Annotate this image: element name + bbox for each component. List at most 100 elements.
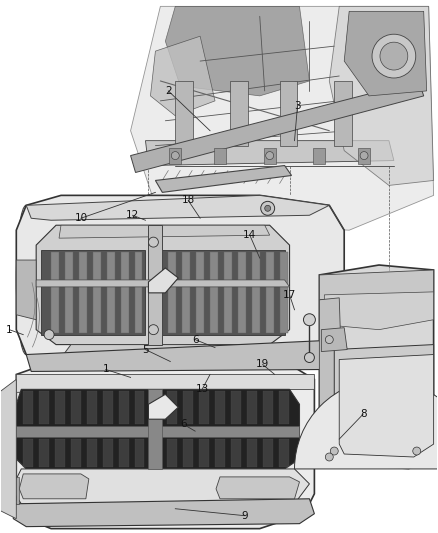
Polygon shape	[279, 81, 297, 146]
Polygon shape	[16, 477, 19, 504]
Polygon shape	[19, 474, 89, 499]
Polygon shape	[16, 260, 36, 320]
Circle shape	[304, 352, 314, 362]
Polygon shape	[167, 439, 177, 467]
Circle shape	[148, 237, 159, 247]
Polygon shape	[168, 252, 176, 333]
Polygon shape	[182, 252, 190, 333]
Polygon shape	[175, 81, 193, 146]
Text: 3: 3	[294, 101, 301, 111]
Text: 17: 17	[283, 290, 296, 300]
Polygon shape	[216, 477, 300, 499]
Polygon shape	[230, 81, 248, 146]
Polygon shape	[150, 36, 215, 116]
Polygon shape	[215, 391, 225, 424]
Circle shape	[148, 325, 159, 335]
Polygon shape	[231, 439, 241, 467]
Polygon shape	[65, 252, 73, 333]
Polygon shape	[36, 225, 290, 345]
Polygon shape	[23, 439, 33, 467]
Polygon shape	[264, 148, 276, 164]
Polygon shape	[329, 6, 434, 185]
Circle shape	[330, 447, 338, 455]
Circle shape	[360, 151, 368, 159]
Polygon shape	[155, 166, 292, 192]
Text: 9: 9	[241, 511, 248, 521]
Polygon shape	[26, 340, 349, 372]
Polygon shape	[160, 250, 285, 335]
Polygon shape	[183, 391, 193, 424]
Wedge shape	[294, 379, 438, 469]
Polygon shape	[167, 391, 177, 424]
Circle shape	[380, 42, 408, 70]
Text: 18: 18	[182, 196, 195, 205]
Polygon shape	[247, 391, 257, 424]
Polygon shape	[319, 298, 344, 454]
Circle shape	[265, 205, 271, 211]
Polygon shape	[279, 391, 289, 424]
Text: 13: 13	[195, 384, 209, 394]
Polygon shape	[120, 252, 129, 333]
Polygon shape	[71, 439, 81, 467]
Polygon shape	[170, 148, 181, 164]
Text: 6: 6	[192, 335, 198, 345]
Polygon shape	[41, 250, 145, 335]
Polygon shape	[279, 252, 288, 333]
Polygon shape	[196, 252, 204, 333]
Polygon shape	[16, 375, 314, 392]
Polygon shape	[319, 265, 434, 459]
Text: 5: 5	[142, 344, 149, 354]
Polygon shape	[79, 252, 87, 333]
Text: 14: 14	[243, 230, 256, 240]
Circle shape	[325, 453, 333, 461]
Polygon shape	[103, 439, 113, 467]
Polygon shape	[339, 354, 434, 457]
Circle shape	[372, 34, 416, 78]
Polygon shape	[119, 391, 129, 424]
Text: 8: 8	[360, 409, 367, 419]
Polygon shape	[148, 394, 178, 419]
Polygon shape	[210, 252, 218, 333]
Polygon shape	[11, 469, 309, 504]
Text: 19: 19	[256, 359, 269, 369]
Polygon shape	[215, 439, 225, 467]
Polygon shape	[199, 391, 209, 424]
Polygon shape	[87, 439, 97, 467]
Polygon shape	[134, 391, 145, 424]
Polygon shape	[134, 252, 142, 333]
Circle shape	[266, 151, 274, 159]
Polygon shape	[39, 391, 49, 424]
Polygon shape	[0, 379, 16, 519]
Polygon shape	[16, 196, 344, 369]
Circle shape	[325, 336, 333, 344]
Polygon shape	[26, 196, 329, 220]
Polygon shape	[13, 499, 314, 527]
Circle shape	[304, 314, 315, 326]
Polygon shape	[358, 148, 370, 164]
Polygon shape	[145, 141, 394, 166]
Circle shape	[413, 447, 421, 455]
Text: 1: 1	[6, 325, 13, 335]
Polygon shape	[134, 439, 145, 467]
Polygon shape	[119, 439, 129, 467]
Polygon shape	[23, 391, 33, 424]
Text: 10: 10	[74, 213, 88, 223]
Polygon shape	[16, 426, 300, 437]
Polygon shape	[71, 391, 81, 424]
Polygon shape	[148, 389, 162, 469]
Circle shape	[171, 151, 179, 159]
Polygon shape	[16, 367, 314, 529]
Polygon shape	[214, 148, 226, 164]
Polygon shape	[36, 280, 290, 287]
Polygon shape	[39, 439, 49, 467]
Polygon shape	[319, 270, 434, 300]
Polygon shape	[183, 439, 193, 467]
Polygon shape	[148, 268, 178, 293]
Polygon shape	[324, 292, 434, 330]
Polygon shape	[87, 391, 97, 424]
Polygon shape	[107, 252, 115, 333]
Polygon shape	[56, 345, 275, 365]
Text: 12: 12	[126, 210, 139, 220]
Text: 2: 2	[165, 86, 172, 96]
Polygon shape	[199, 439, 209, 467]
